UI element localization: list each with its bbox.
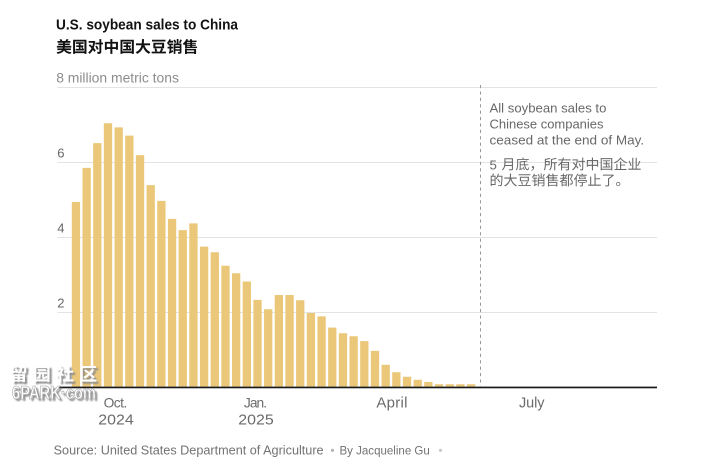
svg-text:6: 6 bbox=[57, 146, 64, 161]
svg-text:2025: 2025 bbox=[238, 411, 273, 428]
svg-text:Source: United States Departme: Source: United States Department of Agri… bbox=[54, 444, 324, 458]
svg-text:2024: 2024 bbox=[98, 411, 133, 428]
svg-text:U.S. soybean sales to China: U.S. soybean sales to China bbox=[56, 17, 239, 34]
svg-text:Jan.: Jan. bbox=[244, 395, 267, 410]
svg-text:6PARK·com: 6PARK·com bbox=[12, 382, 96, 403]
svg-text:6PARK·com: 6PARK·com bbox=[14, 384, 98, 405]
svg-text:Chinese companies: Chinese companies bbox=[490, 117, 604, 132]
svg-text:By Jacqueline Gu: By Jacqueline Gu bbox=[340, 444, 430, 458]
svg-text:2: 2 bbox=[57, 296, 64, 311]
svg-text:Oct.: Oct. bbox=[104, 395, 128, 410]
svg-text:All soybean sales to: All soybean sales to bbox=[490, 101, 607, 116]
svg-text:8 million metric tons: 8 million metric tons bbox=[56, 70, 179, 86]
svg-text:4: 4 bbox=[57, 221, 64, 236]
svg-text:ceased at the end of May.: ceased at the end of May. bbox=[490, 133, 645, 148]
svg-text:July: July bbox=[519, 395, 545, 411]
svg-text:5: 5 bbox=[490, 157, 497, 172]
svg-text:April: April bbox=[376, 394, 407, 411]
